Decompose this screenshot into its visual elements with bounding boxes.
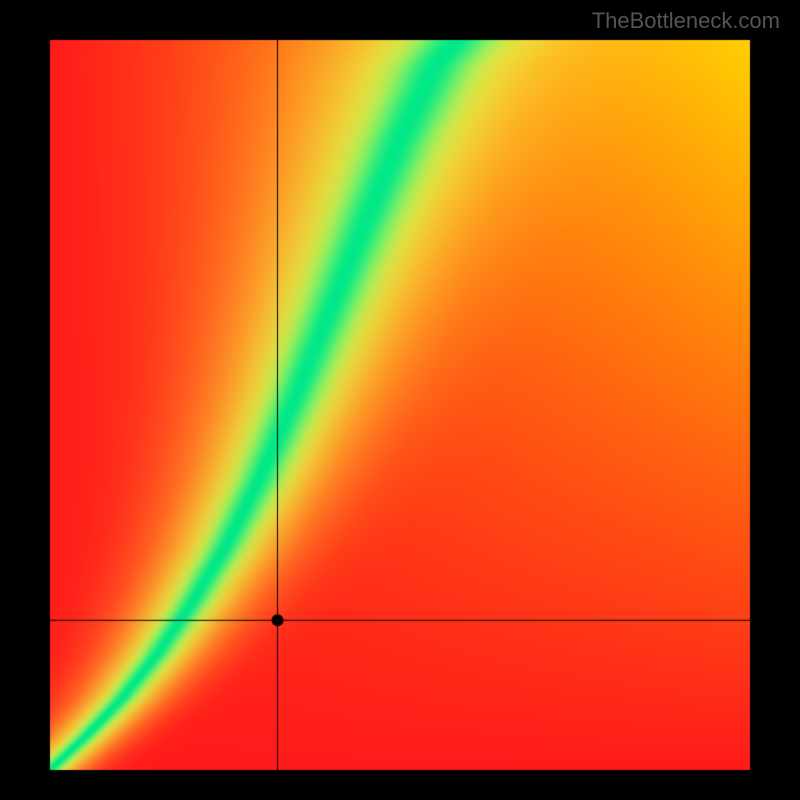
heatmap-canvas	[0, 0, 800, 800]
watermark-text: TheBottleneck.com	[592, 8, 780, 34]
chart-container: TheBottleneck.com	[0, 0, 800, 800]
